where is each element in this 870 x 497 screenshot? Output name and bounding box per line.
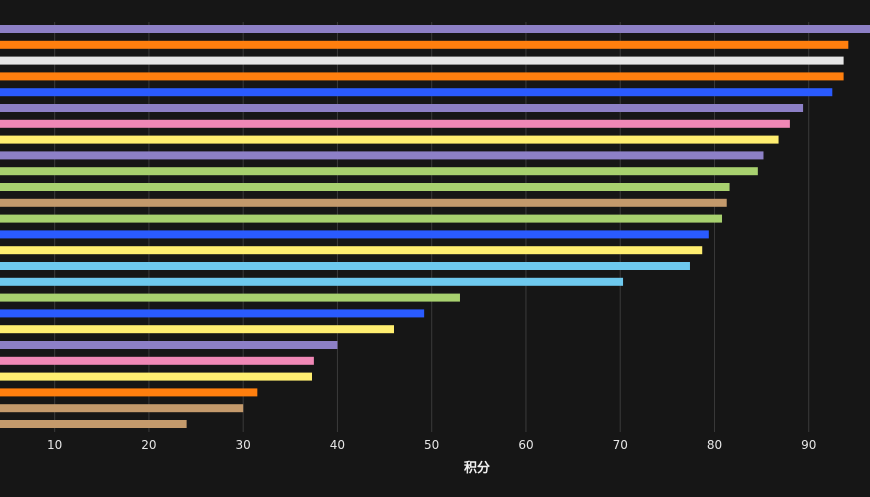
bar-2[interactable] <box>0 40 849 49</box>
bar-24[interactable] <box>0 388 258 397</box>
bar-17[interactable] <box>0 277 624 286</box>
bar-22[interactable] <box>0 356 314 365</box>
x-tick-label-30: 30 <box>236 438 251 452</box>
x-tick-label-50: 50 <box>424 438 439 452</box>
bar-5[interactable] <box>0 88 833 97</box>
bar-16[interactable] <box>0 262 690 270</box>
bar-21[interactable] <box>0 341 338 349</box>
gridlines <box>54 22 810 432</box>
bar-19[interactable] <box>0 309 425 318</box>
bar-1[interactable] <box>0 25 870 33</box>
x-tick-label-60: 60 <box>518 438 533 452</box>
bar-9[interactable] <box>0 151 764 160</box>
x-tick-label-20: 20 <box>141 438 156 452</box>
bar-23[interactable] <box>0 372 312 381</box>
x-tick-label-90: 90 <box>801 438 816 452</box>
bar-25[interactable] <box>0 404 244 413</box>
x-axis-title: 积分 <box>464 460 490 476</box>
bar-3[interactable] <box>0 56 844 65</box>
bar-14[interactable] <box>0 230 709 239</box>
x-axis-ticks: 10 20 30 40 50 60 70 80 90 <box>47 438 816 452</box>
x-tick-label-10: 10 <box>47 438 62 452</box>
bar-15[interactable] <box>0 246 703 255</box>
bars <box>0 25 870 428</box>
bar-10[interactable] <box>0 167 758 176</box>
bar-11[interactable] <box>0 183 730 191</box>
bar-8[interactable] <box>0 135 779 144</box>
bar-4[interactable] <box>0 72 844 81</box>
x-tick-label-40: 40 <box>330 438 345 452</box>
bar-26[interactable] <box>0 420 187 428</box>
x-tick-label-80: 80 <box>707 438 722 452</box>
bar-13[interactable] <box>0 214 723 223</box>
bar-12[interactable] <box>0 198 727 207</box>
bar-6[interactable] <box>0 104 804 112</box>
bar-20[interactable] <box>0 325 394 334</box>
bar-7[interactable] <box>0 119 790 128</box>
x-tick-label-70: 70 <box>613 438 628 452</box>
bar-18[interactable] <box>0 293 460 302</box>
